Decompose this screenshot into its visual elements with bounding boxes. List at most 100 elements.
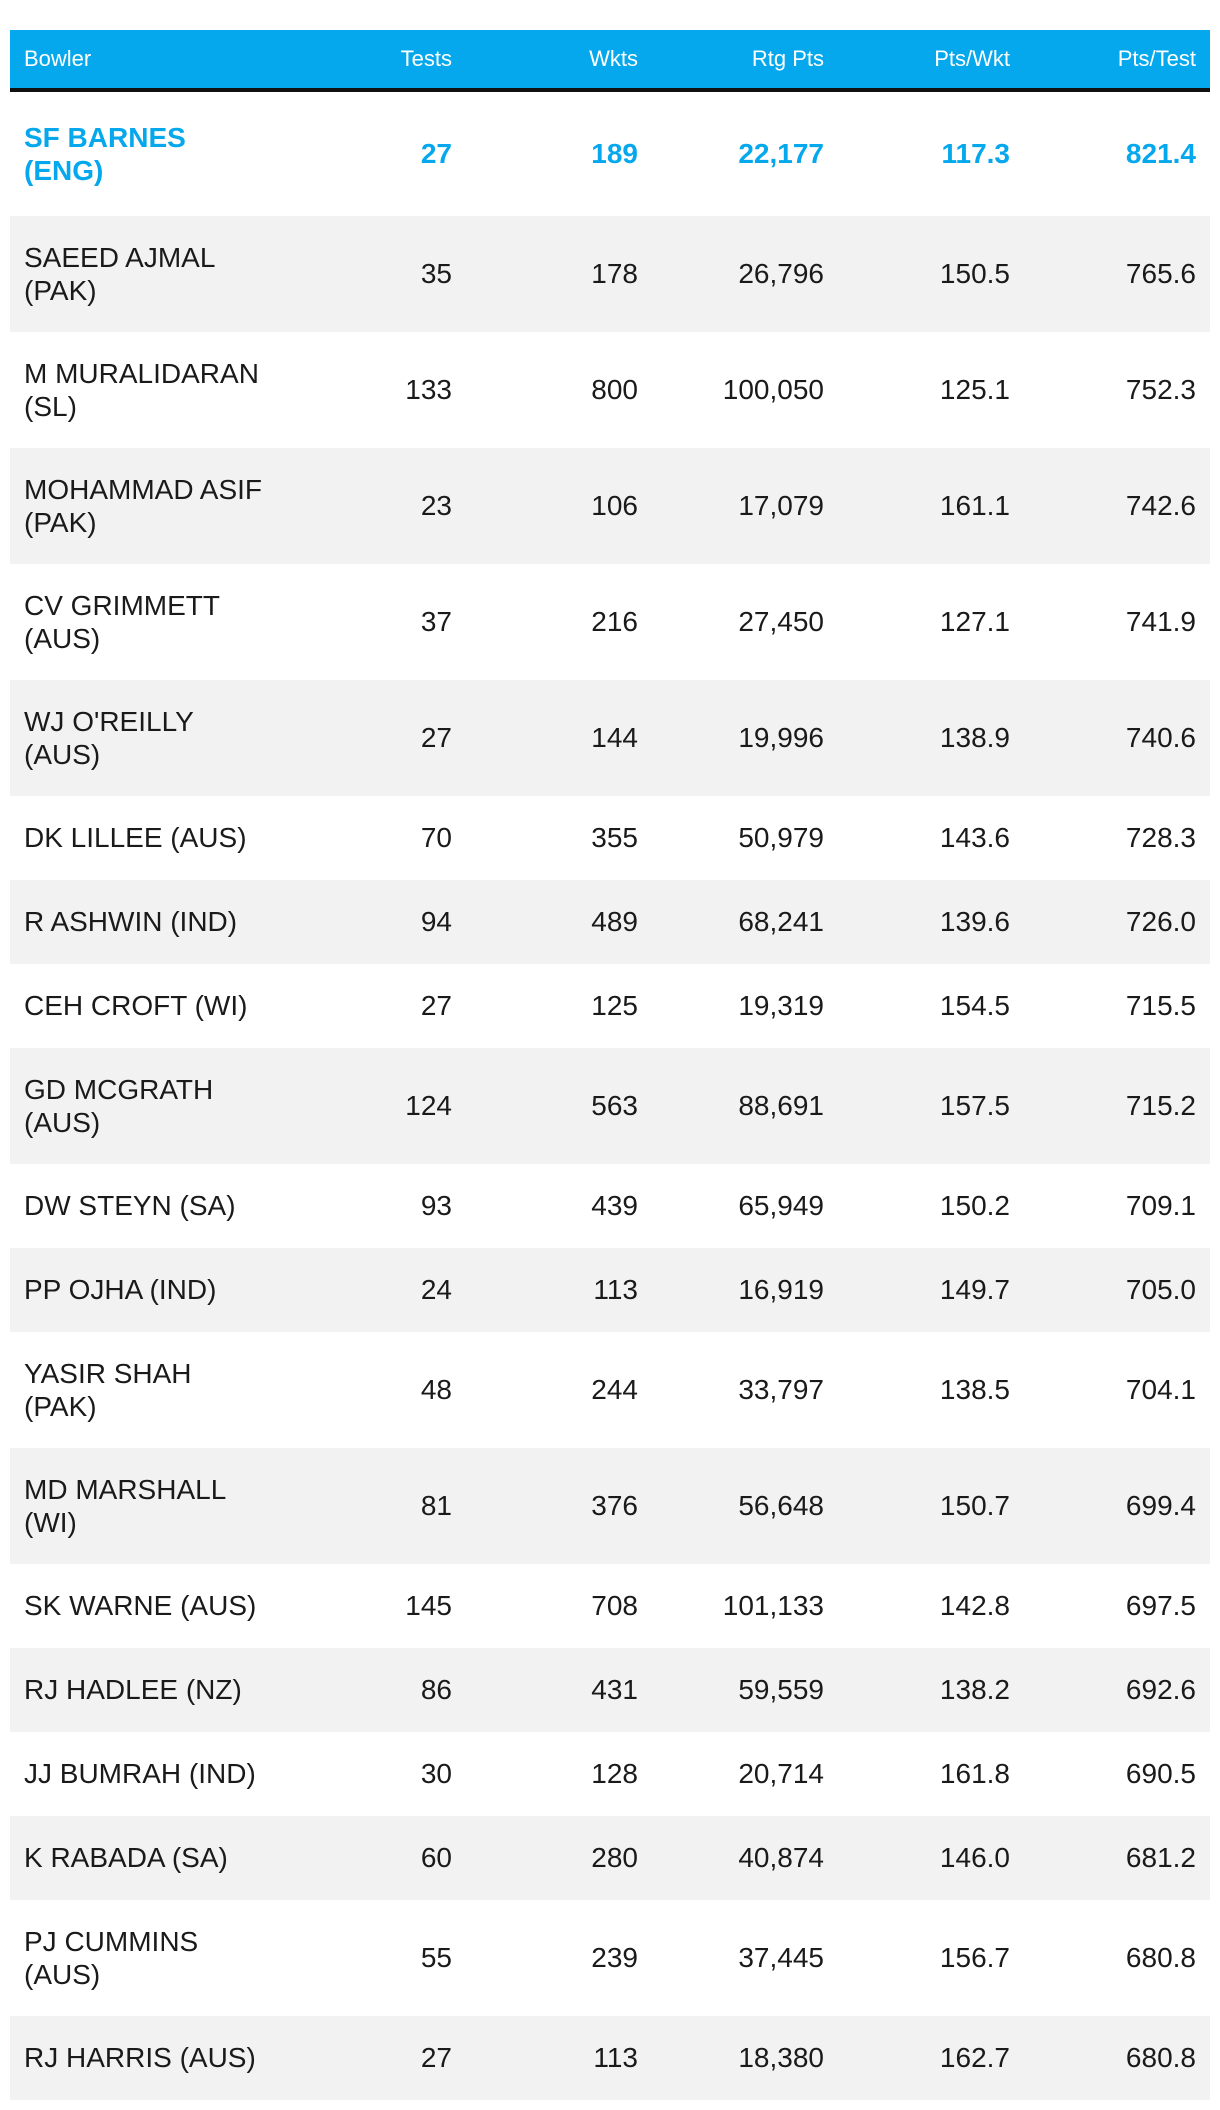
bowler-cell: DK LILLEE (AUS) bbox=[24, 822, 247, 854]
rtg-pts-cell: 20,714 bbox=[738, 1758, 824, 1790]
wkts-cell: 489 bbox=[591, 906, 638, 938]
header-bowler: Bowler bbox=[10, 30, 280, 92]
tests-cell: 133 bbox=[405, 374, 452, 406]
table-row: JJ BUMRAH (IND) 30 128 20,714 161.8 690.5 bbox=[10, 1732, 1210, 1816]
pts-test-cell: 705.0 bbox=[1125, 1274, 1196, 1306]
wkts-cell: 216 bbox=[591, 606, 638, 638]
pts-test-cell: 740.6 bbox=[1125, 722, 1196, 754]
table-row: R ASHWIN (IND) 94 489 68,241 139.6 726.0 bbox=[10, 880, 1210, 964]
pts-test-cell: 728.3 bbox=[1125, 822, 1196, 854]
tests-cell: 86 bbox=[420, 1674, 452, 1706]
bowler-ratings-table: Bowler Tests Wkts Rtg Pts Pts/Wkt Pts/Te… bbox=[10, 30, 1210, 2100]
pts-wkt-cell: 138.2 bbox=[939, 1674, 1010, 1706]
bowler-cell: CV GRIMMETT (AUS) bbox=[24, 589, 220, 654]
bowler-cell: CEH CROFT (WI) bbox=[24, 990, 248, 1022]
rtg-pts-cell: 50,979 bbox=[738, 822, 824, 854]
pts-test-cell: 726.0 bbox=[1125, 906, 1196, 938]
rtg-pts-cell: 56,648 bbox=[738, 1490, 824, 1522]
tests-cell: 60 bbox=[420, 1842, 452, 1874]
rtg-pts-cell: 17,079 bbox=[738, 490, 824, 522]
table-row: M MURALIDARAN (SL) 133 800 100,050 125.1 752.… bbox=[10, 332, 1210, 448]
tests-cell: 27 bbox=[420, 138, 452, 170]
pts-test-cell: 741.9 bbox=[1125, 606, 1196, 638]
tests-cell: 27 bbox=[420, 990, 452, 1022]
bowler-cell: WJ O'REILLY (AUS) bbox=[24, 705, 194, 770]
wkts-cell: 189 bbox=[591, 138, 638, 170]
rtg-pts-cell: 68,241 bbox=[738, 906, 824, 938]
wkts-cell: 280 bbox=[591, 1842, 638, 1874]
pts-wkt-cell: 125.1 bbox=[939, 374, 1010, 406]
tests-cell: 30 bbox=[420, 1758, 452, 1790]
wkts-cell: 376 bbox=[591, 1490, 638, 1522]
header-wkts: Wkts bbox=[466, 30, 652, 92]
table-row: DW STEYN (SA) 93 439 65,949 150.2 709.1 bbox=[10, 1164, 1210, 1248]
pts-wkt-cell: 143.6 bbox=[939, 822, 1010, 854]
pts-test-cell: 709.1 bbox=[1125, 1190, 1196, 1222]
pts-test-cell: 715.2 bbox=[1125, 1090, 1196, 1122]
wkts-cell: 439 bbox=[591, 1190, 638, 1222]
pts-test-cell: 752.3 bbox=[1125, 374, 1196, 406]
pts-wkt-cell: 157.5 bbox=[939, 1090, 1010, 1122]
table-body: SF BARNES (ENG) 27 189 22,177 117.3 821.4 SAEE… bbox=[10, 90, 1210, 2100]
pts-wkt-cell: 127.1 bbox=[939, 606, 1010, 638]
table-row: PJ CUMMINS (AUS) 55 239 37,445 156.7 680.8 bbox=[10, 1900, 1210, 2016]
table-row: GD MCGRATH (AUS) 124 563 88,691 157.5 715.2 bbox=[10, 1048, 1210, 1164]
tests-cell: 145 bbox=[405, 1590, 452, 1622]
pts-test-cell: 681.2 bbox=[1125, 1842, 1196, 1874]
pts-wkt-cell: 150.5 bbox=[939, 258, 1010, 290]
rtg-pts-cell: 22,177 bbox=[738, 138, 824, 170]
pts-test-cell: 715.5 bbox=[1125, 990, 1196, 1022]
tests-cell: 35 bbox=[420, 258, 452, 290]
wkts-cell: 708 bbox=[591, 1590, 638, 1622]
pts-test-cell: 765.6 bbox=[1125, 258, 1196, 290]
table-row: PP OJHA (IND) 24 113 16,919 149.7 705.0 bbox=[10, 1248, 1210, 1332]
bowler-cell: RJ HADLEE (NZ) bbox=[24, 1674, 242, 1706]
tests-cell: 37 bbox=[420, 606, 452, 638]
rtg-pts-cell: 19,319 bbox=[738, 990, 824, 1022]
rtg-pts-cell: 27,450 bbox=[738, 606, 824, 638]
pts-wkt-cell: 150.7 bbox=[939, 1490, 1010, 1522]
pts-wkt-cell: 117.3 bbox=[941, 138, 1010, 170]
tests-cell: 24 bbox=[420, 1274, 452, 1306]
wkts-cell: 431 bbox=[591, 1674, 638, 1706]
tests-cell: 94 bbox=[420, 906, 452, 938]
bowler-cell: JJ BUMRAH (IND) bbox=[24, 1758, 256, 1790]
rtg-pts-cell: 18,380 bbox=[738, 2042, 824, 2074]
wkts-cell: 239 bbox=[591, 1942, 638, 1974]
bowler-cell: SAEED AJMAL (PAK) bbox=[24, 241, 215, 306]
header-pts-wkt: Pts/Wkt bbox=[838, 30, 1024, 92]
bowler-cell: K RABADA (SA) bbox=[24, 1842, 228, 1874]
bowler-cell: M MURALIDARAN (SL) bbox=[24, 357, 259, 422]
pts-test-cell: 742.6 bbox=[1125, 490, 1196, 522]
wkts-cell: 113 bbox=[593, 1274, 638, 1306]
wkts-cell: 125 bbox=[591, 990, 638, 1022]
pts-test-cell: 680.8 bbox=[1125, 1942, 1196, 1974]
bowler-cell: SF BARNES (ENG) bbox=[24, 121, 186, 186]
table-row: WJ O'REILLY (AUS) 27 144 19,996 138.9 740.6 bbox=[10, 680, 1210, 796]
pts-test-cell: 704.1 bbox=[1125, 1374, 1196, 1406]
tests-cell: 27 bbox=[420, 722, 452, 754]
wkts-cell: 144 bbox=[591, 722, 638, 754]
table-row: RJ HARRIS (AUS) 27 113 18,380 162.7 680.8 bbox=[10, 2016, 1210, 2100]
table-row: DK LILLEE (AUS) 70 355 50,979 143.6 728.3 bbox=[10, 796, 1210, 880]
rtg-pts-cell: 59,559 bbox=[738, 1674, 824, 1706]
pts-test-cell: 699.4 bbox=[1125, 1490, 1196, 1522]
bowler-cell: PJ CUMMINS (AUS) bbox=[24, 1925, 199, 1990]
table-row: CEH CROFT (WI) 27 125 19,319 154.5 715.5 bbox=[10, 964, 1210, 1048]
pts-test-cell: 692.6 bbox=[1125, 1674, 1196, 1706]
table-row: MD MARSHALL (WI) 81 376 56,648 150.7 699.4 bbox=[10, 1448, 1210, 1564]
rtg-pts-cell: 33,797 bbox=[738, 1374, 824, 1406]
pts-wkt-cell: 161.8 bbox=[939, 1758, 1010, 1790]
bowler-cell: YASIR SHAH (PAK) bbox=[24, 1357, 192, 1422]
rtg-pts-cell: 16,919 bbox=[738, 1274, 824, 1306]
wkts-cell: 128 bbox=[591, 1758, 638, 1790]
rtg-pts-cell: 40,874 bbox=[738, 1842, 824, 1874]
table-row: YASIR SHAH (PAK) 48 244 33,797 138.5 704.1 bbox=[10, 1332, 1210, 1448]
bowler-cell: MOHAMMAD ASIF (PAK) bbox=[24, 473, 263, 538]
pts-test-cell: 697.5 bbox=[1125, 1590, 1196, 1622]
rtg-pts-cell: 19,996 bbox=[738, 722, 824, 754]
pts-wkt-cell: 161.1 bbox=[939, 490, 1010, 522]
table-row: RJ HADLEE (NZ) 86 431 59,559 138.2 692.6 bbox=[10, 1648, 1210, 1732]
table-row-highlighted: SF BARNES (ENG) 27 189 22,177 117.3 821.4 bbox=[10, 90, 1210, 216]
rtg-pts-cell: 26,796 bbox=[738, 258, 824, 290]
